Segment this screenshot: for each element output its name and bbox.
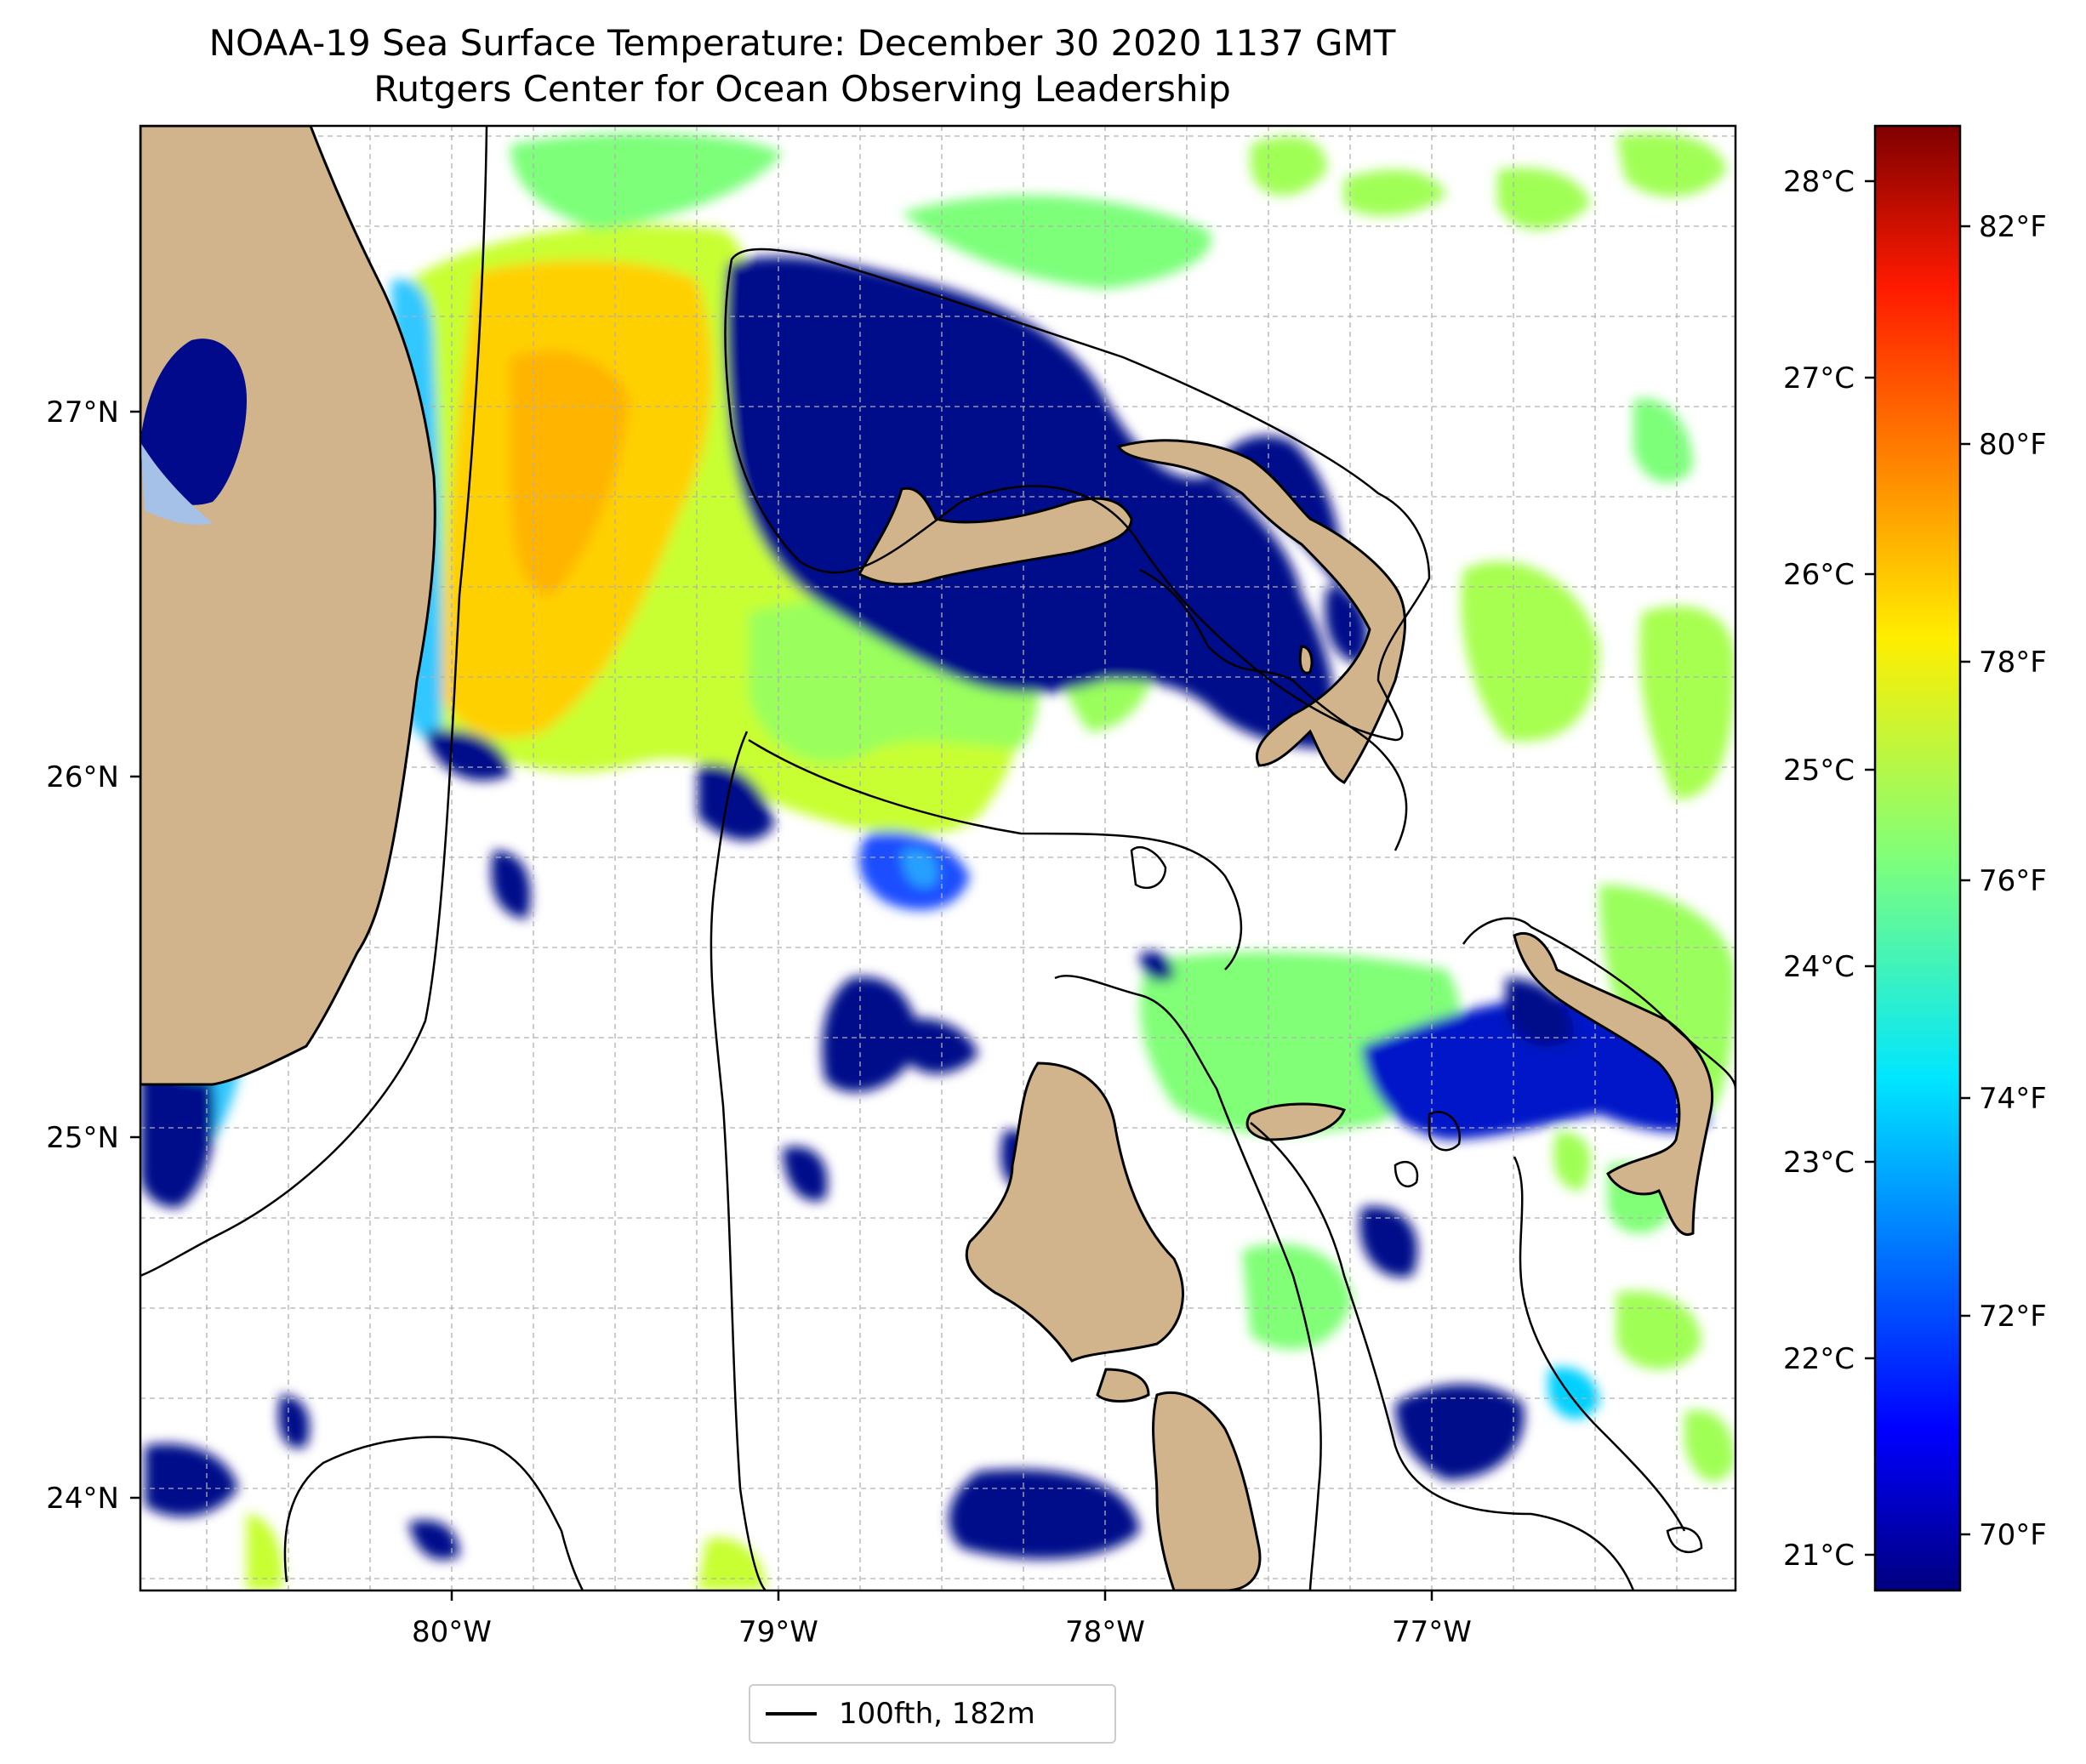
celsius-label-24: 24°C [1783,950,1855,984]
lake-okeechobee-shallow [140,442,213,525]
lon-label-80w: 80°W [412,1615,492,1649]
lat-label-24n: 24°N [46,1482,119,1516]
figure-title: NOAA-19 Sea Surface Temperature: Decembe… [208,22,1396,64]
legend-label: 100fth, 182m [839,1697,1035,1731]
lat-label-26n: 26°N [46,760,119,794]
berry-islands-land [1298,645,1314,674]
celsius-label-23: 23°C [1783,1146,1855,1180]
lake-okeechobee [140,339,247,505]
colorbar-celsius-ticks [1865,179,1875,1556]
fahrenheit-label-74: 74°F [1979,1082,2047,1116]
celsius-label-25: 25°C [1783,754,1855,788]
celsius-label-27: 27°C [1783,361,1855,395]
sst-data-layer [140,133,1735,1590]
fahrenheit-label-76: 76°F [1979,864,2047,898]
lon-label-78w: 78°W [1065,1615,1145,1649]
colorbar-gradient [1873,124,1962,1592]
colorbar-fahrenheit-labels: 82°F 80°F 78°F 76°F 74°F 72°F 70°F [1979,210,2047,1552]
fahrenheit-label-70: 70°F [1979,1518,2047,1552]
map-frame [139,124,1737,1592]
axis-ticks [130,410,1433,1601]
lat-label-25n: 25°N [46,1121,119,1155]
fahrenheit-label-72: 72°F [1979,1300,2047,1334]
depth-contours [140,126,1735,1590]
celsius-label-21: 21°C [1783,1539,1855,1573]
lon-labels: 80°W 79°W 78°W 77°W [412,1615,1472,1649]
celsius-label-22: 22°C [1783,1342,1855,1376]
gridlines [140,126,1735,1590]
colorbar-celsius-labels: 28°C 27°C 26°C 25°C 24°C 23°C 22°C 21°C [1783,165,1855,1573]
new-providence-land [1245,1102,1346,1141]
lon-label-79w: 79°W [738,1615,818,1649]
fahrenheit-label-82: 82°F [1979,210,2047,244]
fahrenheit-label-80: 80°F [1979,428,2047,462]
colorbar: 28°C 27°C 26°C 25°C 24°C 23°C 22°C 21°C … [1783,124,2047,1592]
south-andros-land [1152,1391,1262,1590]
colorbar-fahrenheit-ticks [1960,225,1970,1536]
fahrenheit-label-78: 78°F [1979,646,2047,680]
map-panel: 80°W 79°W 78°W 77°W 27°N 26°N 25°N 24°N [46,124,1737,1649]
legend-line-swatch [766,1712,817,1716]
celsius-label-28: 28°C [1783,165,1855,199]
celsius-label-26: 26°C [1783,558,1855,592]
andros-land [965,1061,1184,1363]
lat-label-27n: 27°N [46,395,119,430]
abaco-land [1116,439,1406,784]
legend-box: 100fth, 182m [749,1684,1116,1744]
lon-label-77w: 77°W [1392,1615,1472,1649]
eleuthera-land [1513,931,1714,1237]
grand-bahama-land [857,487,1133,586]
lat-labels: 27°N 26°N 25°N 24°N [46,395,119,1516]
figure-subtitle: Rutgers Center for Ocean Observing Leade… [373,68,1231,110]
andros-south-cay [1096,1368,1150,1403]
